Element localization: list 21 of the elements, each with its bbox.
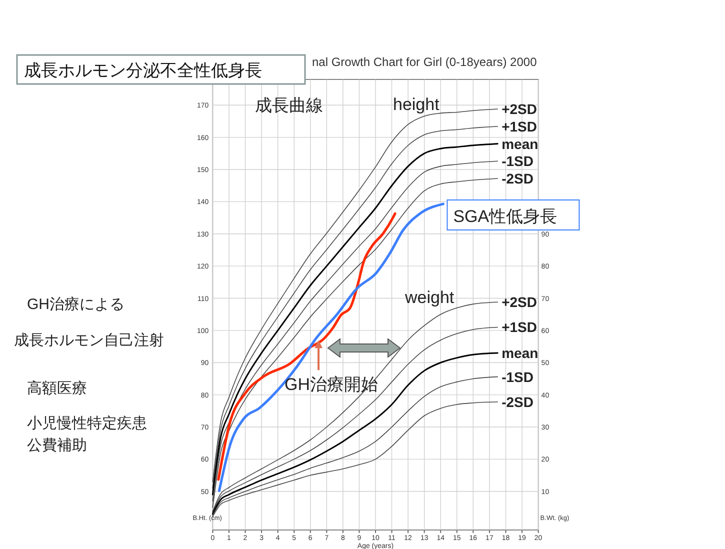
series-label: -1SD (502, 368, 534, 385)
series-label: SGA性低身長 (453, 206, 558, 226)
text: GH治療による (27, 296, 124, 313)
annotation: 成長曲線 (255, 96, 323, 115)
series-label: mean (502, 136, 538, 152)
series-label: mean (502, 344, 538, 361)
series-label: +1SD (502, 118, 538, 134)
annotation: height (393, 95, 440, 114)
text: 公費補助 (27, 437, 87, 454)
chart-subtitle: nal Growth Chart for Girl (0-18years) 2000 (312, 55, 538, 69)
text: 成長ホルモン自己注射 (14, 332, 164, 349)
annotation: weight (404, 288, 454, 307)
series-label: -2SD (502, 170, 534, 187)
chart-title: 成長ホルモン分泌不全性低身長 (24, 61, 262, 80)
text: 高額医療 (27, 380, 87, 397)
series-label: -1SD (502, 153, 534, 170)
series-label: -2SD (502, 394, 534, 410)
series-label: +2SD (502, 101, 538, 118)
text: 小児慢性特定疾患 (27, 415, 147, 432)
series-label: +2SD (502, 294, 538, 310)
series-label: +1SD (502, 319, 538, 336)
